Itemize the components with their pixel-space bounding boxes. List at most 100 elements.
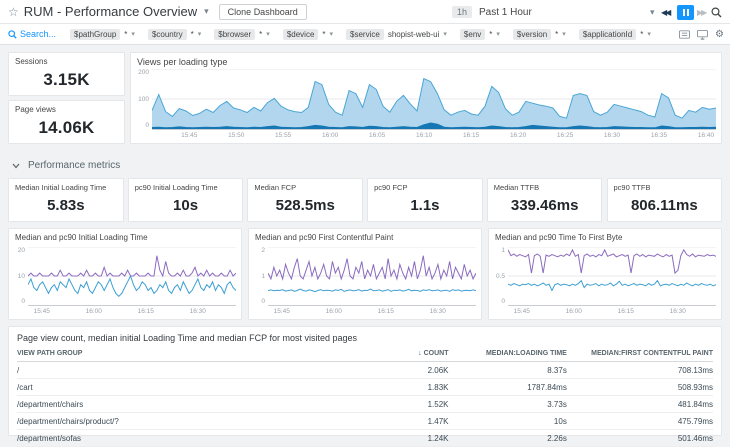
- metric-value: 339.46ms: [510, 197, 579, 214]
- performance-metrics-section-toggle[interactable]: Performance metrics: [12, 160, 120, 171]
- metric-tile-median-fcp[interactable]: Median FCP 528.5ms: [247, 178, 364, 222]
- clone-dashboard-button[interactable]: Clone Dashboard: [218, 3, 307, 20]
- favorite-star-icon[interactable]: ☆: [8, 4, 19, 19]
- filter-pill-applicationId[interactable]: $applicationId * ▾: [578, 28, 651, 40]
- cell-value: 1.47K: [337, 412, 449, 430]
- filter-pill-country[interactable]: $country * ▾: [147, 28, 202, 40]
- rewind-icon[interactable]: ◀◀: [661, 7, 671, 17]
- metric-label: pc90 TTFB: [613, 183, 651, 192]
- sessions-tile[interactable]: Sessions 3.15K: [8, 52, 125, 96]
- x-axis: 15:45 16:00 16:15 16:30: [268, 306, 476, 316]
- metric-tile-median-initial-loading-time[interactable]: Median Initial Loading Time 5.83s: [8, 178, 124, 222]
- metric-tile-pc90-fcp[interactable]: pc90 FCP 1.1s: [367, 178, 483, 222]
- search-input[interactable]: Search...: [8, 29, 56, 39]
- filter-label: $applicationId: [578, 28, 637, 40]
- zoom-search-icon[interactable]: [711, 0, 722, 24]
- pause-button[interactable]: [677, 0, 694, 24]
- ttfb-chart-tile[interactable]: Median and pc90 Time To First Byte 1 0.5 0…: [488, 228, 722, 320]
- filter-bar: Search... $pathGroup * ▾ $country * ▾ $browser…: [0, 24, 730, 45]
- title-chevron-down-icon[interactable]: ▾: [204, 6, 209, 16]
- chevron-down-icon: ▾: [329, 31, 334, 38]
- table-row[interactable]: /cart 1.83K 1787.84ms 508.93ms: [17, 378, 713, 396]
- y-axis: 20 10 0: [11, 247, 25, 305]
- title-bar: ☆ RUM - Performance Overview ▾ Clone Das…: [0, 0, 730, 24]
- cell-value: 1.52K: [337, 395, 449, 413]
- filter-label: $pathGroup: [70, 28, 121, 40]
- cell-value: 475.79ms: [566, 412, 713, 430]
- filter-pill-service[interactable]: $service shopist-web-ui ▾: [346, 28, 447, 40]
- cell-value: 2.26s: [448, 429, 567, 447]
- views-chart-title: Views per loading type: [137, 57, 228, 67]
- filter-value: *: [259, 29, 263, 39]
- cell-value: 1.83K: [337, 378, 449, 396]
- chevron-down-icon: ▾: [647, 31, 651, 38]
- col-view-path-group[interactable]: View path group: [17, 347, 338, 362]
- timeframe-selector[interactable]: 1h Past 1 Hour: [452, 0, 532, 24]
- x-tick-label: 16:40: [697, 132, 715, 139]
- fast-forward-icon[interactable]: ▶▶: [697, 7, 707, 17]
- x-tick-label: 15:55: [275, 132, 292, 139]
- col-count[interactable]: ↓ Count: [337, 347, 449, 362]
- y-tick-label: 0: [501, 298, 505, 305]
- views-x-axis: 15:45 15:50 15:55 16:00 16:05 16:10 16:15 16:20…: [152, 130, 716, 140]
- cell-path: /department/chairs/product/?: [17, 412, 338, 430]
- y-tick-label: 10: [17, 272, 25, 280]
- cell-value: 481.84ms: [566, 395, 713, 413]
- filter-pill-device[interactable]: $device * ▾: [282, 28, 334, 40]
- metric-label: pc90 FCP: [374, 183, 408, 192]
- y-tick-label: 0: [21, 298, 25, 305]
- views-chart-plot[interactable]: [152, 69, 716, 129]
- fcp-chart-tile[interactable]: Median and pc90 First Contentful Paint 2…: [248, 228, 482, 320]
- top-pages-table: View path group ↓ Count Median:Loading ti…: [17, 347, 713, 447]
- x-tick-label: 16:35: [650, 132, 668, 139]
- x-tick-label: 16:05: [369, 132, 386, 139]
- initial-loading-time-chart-tile[interactable]: Median and pc90 Initial Loading Time 20 1…: [8, 228, 242, 320]
- chevron-down-icon: ▾: [496, 31, 500, 38]
- grid-icon[interactable]: [679, 30, 691, 39]
- timeframe-chevron-down-icon[interactable]: ▾: [650, 7, 655, 17]
- chart-plot[interactable]: [508, 247, 716, 305]
- filter-label: $country: [147, 28, 187, 40]
- table-row[interactable]: /department/chairs 1.52K 3.73s 481.84ms: [17, 395, 713, 413]
- y-axis: 1 0.5 0: [491, 247, 505, 305]
- y-tick-label: 0: [261, 298, 265, 305]
- x-tick-label: 16:15: [617, 308, 634, 315]
- cell-value: 3.73s: [448, 395, 567, 413]
- table-row[interactable]: /department/sofas 1.24K 2.26s 501.46ms: [17, 429, 713, 447]
- metric-tile-pc90-initial-loading-time[interactable]: pc90 Initial Loading Time 10s: [127, 178, 244, 222]
- filter-pill-env[interactable]: $env * ▾: [459, 28, 500, 40]
- pause-icon: [677, 4, 694, 20]
- gear-icon[interactable]: ⚙: [715, 29, 724, 40]
- metric-label: Median FCP: [254, 183, 297, 192]
- filter-value: shopist-web-ui: [387, 29, 440, 39]
- col-median-fcp[interactable]: Median:First contentful paint: [566, 347, 713, 362]
- views-per-loading-type-tile[interactable]: Views per loading type 200 100 0 15:45 15:5…: [130, 52, 722, 144]
- chevron-down-icon: [12, 163, 20, 168]
- metric-tile-median-ttfb[interactable]: Median TTFB 339.46ms: [486, 178, 603, 222]
- timeframe-label: Past 1 Hour: [479, 6, 532, 18]
- x-tick-label: 15:45: [181, 132, 198, 139]
- metric-value: 528.5ms: [275, 197, 335, 214]
- metric-tile-pc90-ttfb[interactable]: pc90 TTFB 806.11ms: [606, 178, 723, 222]
- cell-value: 1.24K: [337, 429, 449, 447]
- table-row[interactable]: /2.06K 8.37s 708.13ms: [17, 361, 713, 379]
- chart-title: Median and pc90 First Contentful Paint: [255, 233, 394, 242]
- chevron-down-icon: ▾: [197, 31, 202, 38]
- filter-pill-browser[interactable]: $browser * ▾: [214, 28, 270, 40]
- metric-value: 1.1s: [410, 197, 440, 214]
- x-axis: 15:45 16:00 16:15 16:30: [508, 306, 716, 316]
- col-median-loading-time[interactable]: Median:Loading time: [448, 347, 567, 362]
- chart-plot[interactable]: [28, 247, 236, 305]
- chart-title: Median and pc90 Initial Loading Time: [15, 233, 148, 242]
- filter-pill-version[interactable]: $version * ▾: [512, 28, 566, 40]
- cell-value: 2.06K: [337, 361, 449, 379]
- chevron-down-icon: ▾: [443, 31, 447, 38]
- cell-value: 501.46ms: [566, 429, 713, 447]
- filter-bar-icons: ⚙: [679, 24, 724, 45]
- monitor-icon[interactable]: [697, 29, 708, 40]
- filter-pill-pathGroup[interactable]: $pathGroup * ▾: [70, 28, 135, 40]
- page-views-tile[interactable]: Page views 14.06K: [8, 100, 125, 144]
- table-row[interactable]: /department/chairs/product/? 1.47K 10s 475.…: [17, 412, 713, 430]
- metric-label: Median TTFB: [493, 183, 540, 192]
- chart-plot[interactable]: [268, 247, 476, 305]
